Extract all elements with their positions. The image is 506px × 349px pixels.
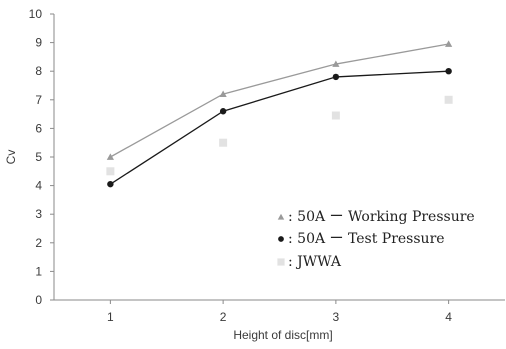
y-axis-label: Cv	[4, 150, 18, 165]
data-point	[332, 60, 340, 67]
series-1	[106, 40, 453, 160]
x-tick-label: 4	[445, 310, 452, 324]
y-tick-label: 0	[35, 293, 42, 307]
legend-marker	[277, 213, 285, 220]
y-ticks: 0 1 2 3 4 5 6 7 8 9 10	[29, 7, 54, 307]
legend-label: : 50A ー Working Pressure	[288, 209, 475, 225]
data-point	[445, 68, 452, 75]
legend-label: : 50A ー Test Pressure	[288, 231, 445, 247]
legend-item: : JWWA	[277, 254, 342, 270]
data-point	[331, 111, 340, 120]
data-point	[219, 138, 228, 147]
series-2	[107, 68, 452, 188]
x-tick-label: 2	[220, 310, 227, 324]
x-tick-label: 3	[333, 310, 340, 324]
y-tick-label: 6	[35, 121, 42, 135]
y-tick-label: 2	[35, 236, 42, 250]
chart-axes	[53, 14, 505, 301]
legend: : 50A ー Working Pressure : 50A ー Test Pre…	[277, 209, 475, 270]
y-tick-label: 9	[35, 36, 42, 50]
x-axis-label: Height of disc[mm]	[233, 328, 332, 342]
data-point	[332, 73, 340, 81]
x-ticks: 1 2 3 4	[107, 300, 452, 324]
legend-marker	[278, 236, 284, 242]
y-tick-label: 3	[35, 207, 42, 221]
legend-label: : JWWA	[288, 254, 342, 270]
series-line	[110, 43, 449, 158]
data-point	[219, 108, 227, 115]
y-tick-label: 10	[29, 7, 43, 21]
y-tick-label: 1	[35, 264, 42, 278]
series-line	[110, 70, 449, 185]
series-3	[106, 95, 453, 176]
series-layer	[106, 40, 453, 188]
legend-marker	[277, 258, 285, 266]
y-tick-label: 8	[35, 64, 42, 78]
data-point	[107, 180, 114, 188]
data-point	[444, 95, 453, 104]
y-tick-label: 5	[35, 150, 42, 164]
x-tick-label: 1	[107, 310, 114, 324]
data-point	[445, 40, 453, 47]
legend-item: : 50A ー Working Pressure	[277, 209, 475, 225]
y-tick-label: 4	[35, 179, 42, 193]
data-point	[106, 167, 115, 176]
legend-item: : 50A ー Test Pressure	[278, 231, 445, 247]
data-point	[106, 153, 114, 160]
y-tick-label: 7	[35, 93, 42, 107]
data-point	[219, 90, 227, 97]
